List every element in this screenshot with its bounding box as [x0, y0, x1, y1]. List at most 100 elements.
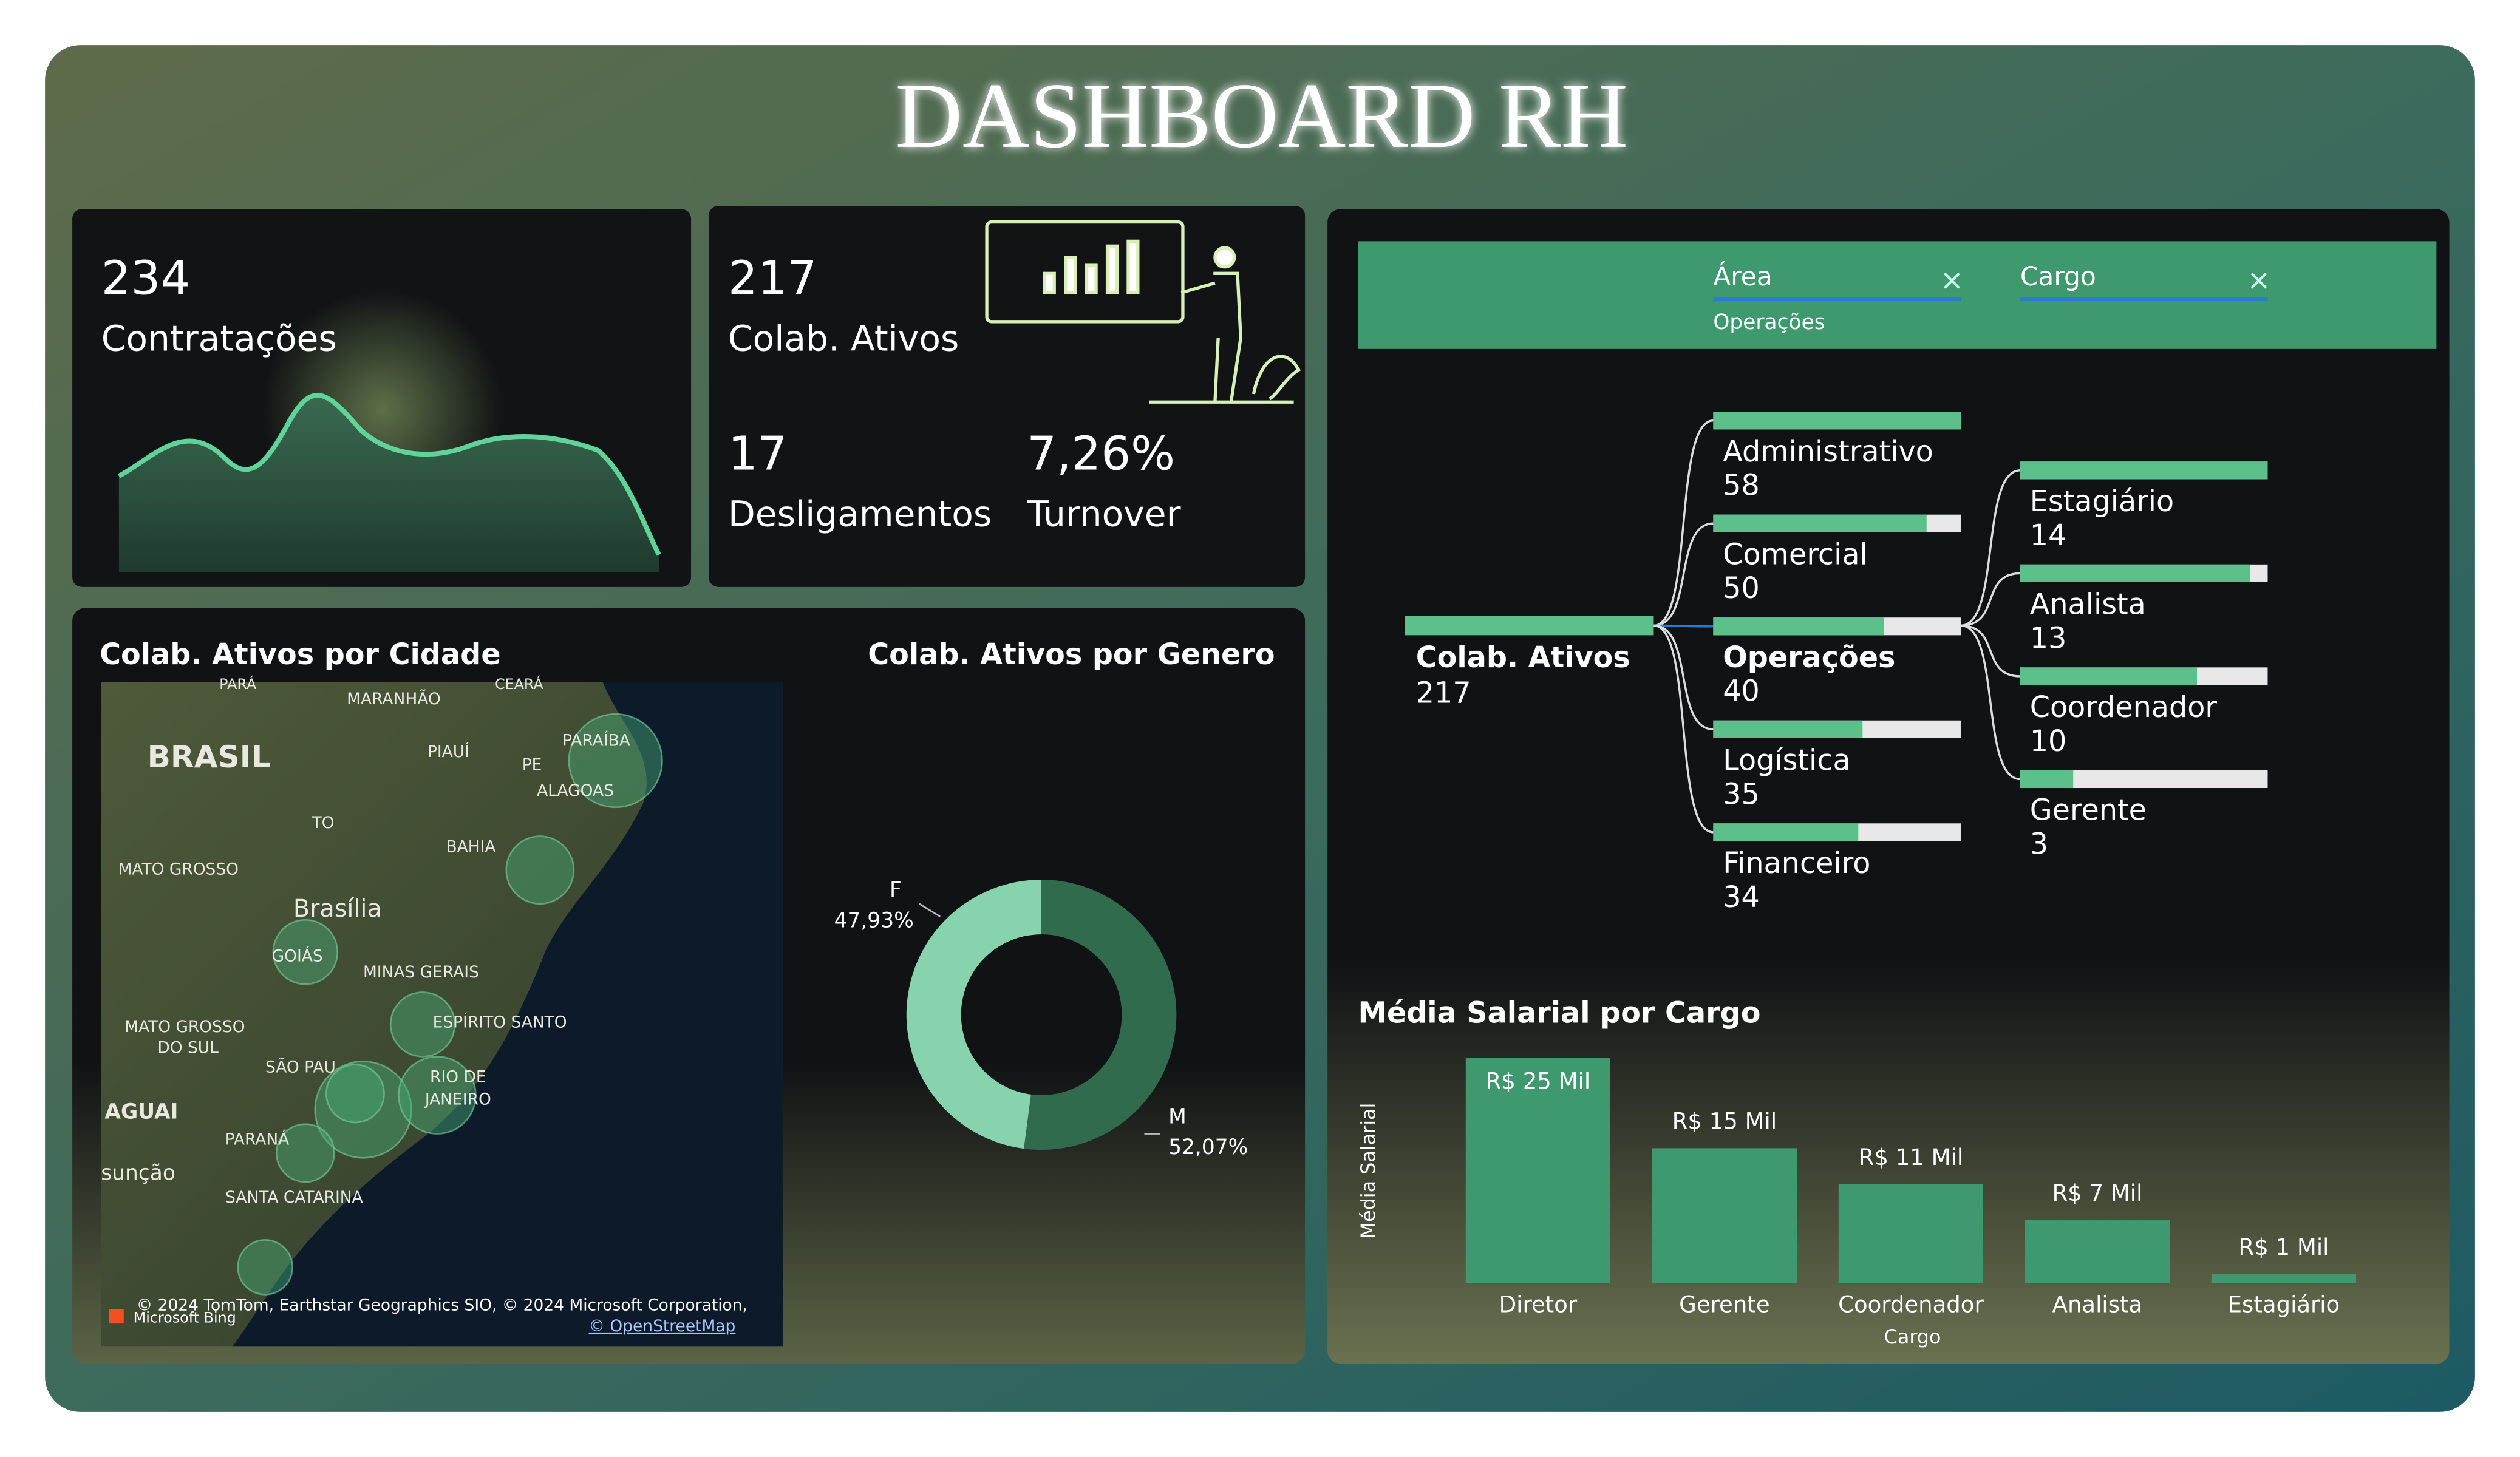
tree-connector: [1653, 624, 1714, 628]
tree-label: Logística: [1723, 744, 1850, 778]
kpi-value: 17: [728, 427, 788, 481]
x-tick-label: Estagiário: [2228, 1291, 2340, 1317]
kpi-label: Desligamentos: [728, 493, 992, 534]
map-bubble: [237, 1239, 294, 1296]
tree-label: Colab. Ativos: [1416, 641, 1630, 674]
map-label: RIO DE: [430, 1067, 486, 1086]
tree-connector: [1653, 419, 1714, 627]
kpi-value: 217: [728, 252, 817, 306]
kpi-value: 7,26%: [1027, 427, 1175, 481]
sparkline: [118, 393, 661, 556]
sparkline-area: [118, 395, 659, 573]
map-title: Colab. Ativos por Cidade: [100, 638, 500, 671]
tree-value: 35: [1723, 778, 1760, 811]
tree-value: 13: [2030, 622, 2067, 655]
kpi-label: Contratações: [101, 318, 337, 359]
tree-label: Administrativo: [1723, 435, 1933, 469]
bar: [1838, 1184, 1984, 1283]
y-axis-label: Média Salarial: [1358, 1103, 1380, 1239]
kpi-label: Colab. Ativos: [728, 318, 959, 359]
map-label: MATO GROSSO: [124, 1017, 245, 1036]
map-label: ESPÍRITO SANTO: [433, 1012, 567, 1031]
bar: [1652, 1148, 1797, 1283]
map-label: PARANÁ: [225, 1130, 290, 1149]
map-bubble: [398, 1056, 477, 1135]
slice-category: M: [1168, 1105, 1187, 1129]
map-bubble: [275, 1123, 335, 1183]
tree-connector: [1960, 469, 2021, 627]
tree-bar: [2020, 564, 2250, 582]
map-bubble: [325, 1064, 385, 1124]
map-label: PARAÍBA: [562, 731, 630, 750]
tree-connector: [1653, 522, 1714, 627]
tree-connector: [1653, 624, 1714, 731]
map-label: ALAGOAS: [537, 781, 614, 800]
map-osm-link[interactable]: © OpenStreetMap: [589, 1317, 736, 1336]
tree-value: 217: [1416, 676, 1471, 710]
tree-bar: [1713, 720, 1863, 738]
donut-slice: [906, 880, 1042, 1149]
kpi-label: Turnover: [1026, 493, 1180, 534]
map-label: BAHIA: [446, 838, 495, 857]
map-label: Brasília: [293, 895, 382, 923]
filter-clear[interactable]: [1944, 272, 1960, 289]
map-label: JANEIRO: [424, 1090, 491, 1109]
filter-bar: [1358, 241, 2437, 349]
tree-bar: [1713, 412, 1961, 430]
tree-bar: [1713, 823, 1859, 841]
tree-label: Gerente: [2030, 794, 2147, 827]
map-label: CEARÁ: [495, 676, 544, 693]
map-bubble: [314, 1061, 412, 1159]
bar-value-label: R$ 15 Mil: [1672, 1108, 1777, 1134]
tree-value: 3: [2030, 827, 2048, 861]
filter-selected: Operações: [1713, 310, 1825, 335]
kpi-value: 234: [101, 252, 190, 306]
tree-value: 50: [1723, 572, 1760, 605]
tree-bar: [2020, 667, 2198, 685]
tree-label: Analista: [2030, 588, 2146, 622]
map-bubble: [568, 713, 663, 809]
tree-bar: [2020, 770, 2074, 789]
bar-value-label: R$ 25 Mil: [1486, 1068, 1590, 1094]
filter-field: Cargo: [2020, 262, 2096, 291]
map-label: PE: [522, 755, 542, 774]
tree-bar: [1405, 616, 1654, 636]
tree-connector: [1960, 624, 2021, 781]
map-label: MATO GROSSO: [118, 860, 239, 879]
map-label: DO SUL: [157, 1039, 219, 1058]
tree-connector: [1653, 624, 1714, 834]
bar-value-label: R$ 1 Mil: [2238, 1234, 2329, 1260]
tree-bar: [2020, 461, 2268, 480]
map-label: SANTA CATARINA: [225, 1188, 363, 1207]
map-bing: Microsoft Bing: [134, 1309, 236, 1326]
tree-bar: [1713, 514, 1927, 532]
tree-label: Coordenador: [2030, 691, 2218, 724]
x-tick-label: Diretor: [1499, 1291, 1578, 1317]
filter-clear[interactable]: [2250, 272, 2267, 289]
tree-value: 10: [2030, 725, 2067, 758]
filter-field: Área: [1713, 261, 1772, 291]
illustration: [985, 220, 1301, 404]
tree-value: 58: [1723, 469, 1760, 503]
tree-connector: [1960, 572, 2020, 627]
tree-label: Financeiro: [1723, 847, 1870, 880]
x-tick-label: Coordenador: [1838, 1291, 1984, 1317]
donut-slice: [1024, 880, 1177, 1150]
ocean: [233, 682, 783, 1347]
tree-label: Operações: [1723, 641, 1895, 674]
map-label: BRASIL: [148, 739, 271, 775]
kpi-card: [709, 206, 1306, 587]
map-label: MINAS GERAIS: [363, 963, 479, 982]
dashboard-title: DASHBOARD RH: [895, 64, 1628, 168]
map-label: SÃO PAU: [265, 1057, 336, 1076]
slice-label: 47,93%: [834, 908, 914, 932]
map-label: TO: [311, 813, 334, 832]
map-attribution: © 2024 TomTom, Earthstar Geographics SIO…: [137, 1296, 747, 1314]
tree-bar: [1713, 617, 1884, 636]
tree-connector: [1960, 624, 2020, 678]
chart-title: Média Salarial por Cargo: [1358, 997, 1760, 1030]
map-bubble: [389, 991, 456, 1058]
map-label: MARANHÃO: [347, 689, 440, 708]
leader-line: [919, 903, 941, 918]
